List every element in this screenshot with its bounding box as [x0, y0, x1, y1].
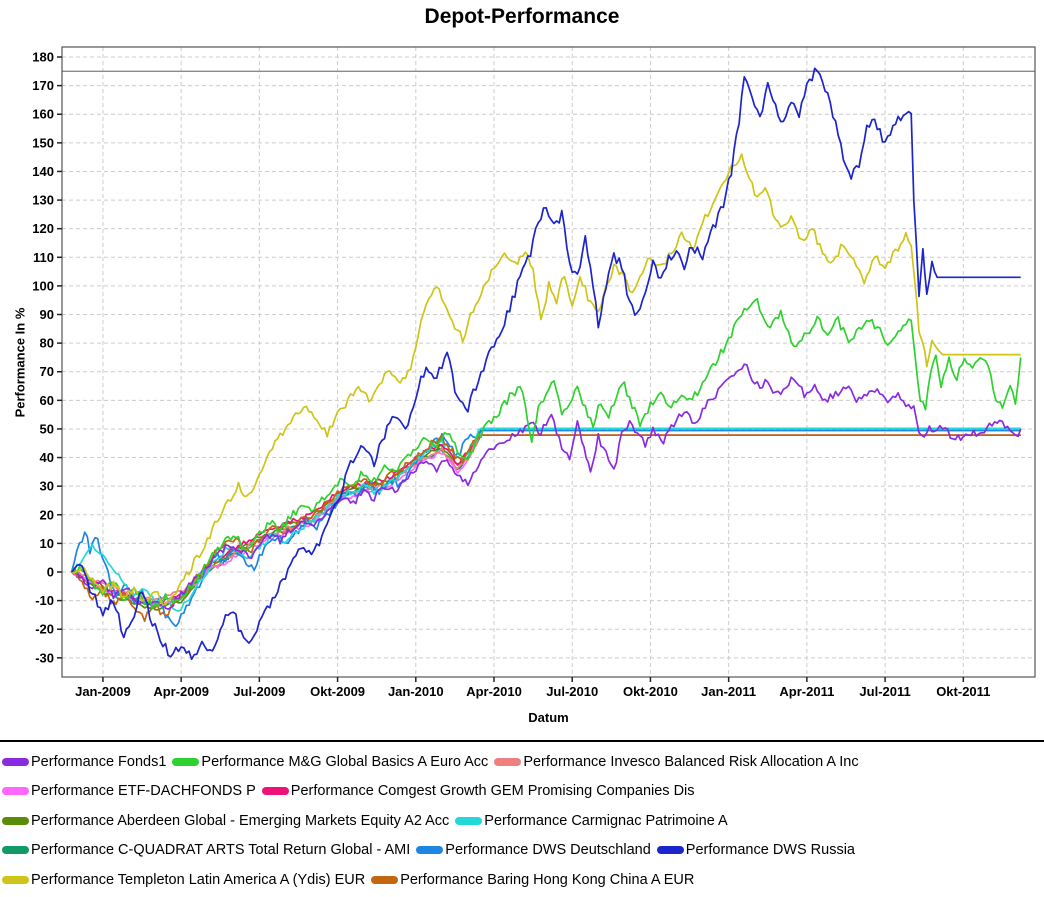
legend-item: Performance Templeton Latin America A (Y… — [2, 872, 365, 888]
legend-item-label: Performance ETF-DACHFONDS P — [31, 783, 256, 800]
y-tick-label: 110 — [33, 250, 54, 265]
legend-color-swatch — [172, 757, 200, 766]
legend-row: Performance ETF-DACHFONDS P Performance C… — [2, 777, 1044, 807]
x-tick-label: Jul-2011 — [859, 684, 910, 699]
y-tick-label: 0 — [47, 565, 54, 580]
legend-row: Performance Aberdeen Global - Emerging M… — [2, 806, 1044, 836]
legend-row: Performance C-QUADRAT ARTS Total Return … — [2, 836, 1044, 866]
y-tick-label: 10 — [40, 536, 54, 551]
y-tick-label: 130 — [32, 193, 54, 208]
x-tick-label: Jul-2009 — [233, 684, 285, 699]
y-tick-label: 60 — [40, 393, 54, 408]
legend-color-swatch — [416, 846, 444, 855]
legend-color-swatch — [455, 816, 483, 825]
legend-item: Performance C-QUADRAT ARTS Total Return … — [2, 842, 410, 858]
y-tick-label: -10 — [35, 593, 54, 608]
legend-color-swatch — [2, 846, 29, 855]
axis-ticks — [57, 56, 965, 682]
legend-item-label: Performance Templeton Latin America A (Y… — [31, 871, 366, 888]
gridlines — [62, 47, 1035, 677]
series-line-10 — [70, 297, 1022, 610]
y-tick-label: 90 — [40, 307, 54, 322]
x-tick-label: Apr-2009 — [153, 684, 209, 699]
y-tick-label: 120 — [32, 221, 54, 236]
legend-item-label: Performance C-QUADRAT ARTS Total Return … — [31, 842, 411, 859]
legend-row: Performance Templeton Latin America A (Y… — [2, 865, 1044, 895]
legend-item: Performance M&G Global Basics A Euro Acc — [172, 754, 488, 770]
y-tick-label: -20 — [35, 622, 54, 637]
legend-item-label: Performance DWS Russia — [685, 842, 855, 859]
legend-color-swatch — [261, 787, 289, 796]
legend-item: Performance Aberdeen Global - Emerging M… — [2, 813, 449, 829]
legend-color-swatch — [371, 875, 399, 884]
series-line-11 — [71, 153, 1021, 606]
legend-item: Performance Carmignac Patrimoine A — [455, 812, 728, 829]
x-tick-label: Okt-2009 — [310, 684, 365, 699]
legend-color-swatch — [494, 757, 522, 766]
legend-item-label: Performance DWS Deutschland — [445, 842, 651, 859]
y-tick-label: 40 — [40, 450, 54, 465]
performance-line-chart: 1801701601501401301201101009080706050403… — [32, 46, 1036, 699]
legend-row: Performance Fonds1 Performance M&G Global… — [2, 747, 1044, 777]
y-axis-label: Performance In % — [12, 307, 28, 418]
x-tick-label: Jan-2009 — [75, 684, 131, 699]
legend-item-label: Performance Baring Hong Kong China A EUR — [400, 871, 695, 888]
legend-color-swatch — [2, 875, 29, 884]
y-tick-label: 140 — [32, 164, 54, 179]
y-tick-label: 100 — [32, 278, 54, 293]
legend-item-label: Performance Aberdeen Global - Emerging M… — [31, 812, 450, 829]
series-line-6 — [70, 429, 1021, 628]
y-tick-label: 180 — [32, 50, 54, 65]
chart-legend: Performance Fonds1 Performance M&G Global… — [0, 740, 1044, 897]
legend-color-swatch — [2, 787, 29, 796]
x-axis-label: Datum — [528, 710, 569, 725]
x-tick-label: Jul-2010 — [546, 684, 598, 699]
legend-item: Performance DWS Deutschland — [416, 842, 651, 858]
y-tick-label: 20 — [40, 507, 54, 522]
legend-item-label: Performance Comgest Growth GEM Promising… — [290, 783, 695, 800]
legend-item: Performance Fonds1 — [2, 754, 166, 770]
x-tick-label: Apr-2010 — [466, 684, 522, 699]
y-tick-label: 160 — [32, 107, 54, 122]
axis-tick-labels: 1801701601501401301201101009080706050403… — [32, 50, 990, 699]
legend-item-label: Performance M&G Global Basics A Euro Acc — [201, 753, 489, 770]
series-line-12 — [70, 67, 1021, 661]
legend-item: Performance ETF-DACHFONDS P — [2, 783, 256, 799]
series-line-9 — [71, 363, 1022, 610]
x-tick-label: Okt-2010 — [623, 684, 678, 699]
legend-item-label: Performance Fonds1 — [31, 753, 167, 770]
legend-item: Performance Comgest Growth GEM Promising… — [261, 783, 695, 800]
y-tick-label: 30 — [40, 479, 54, 494]
y-tick-label: 50 — [40, 421, 54, 436]
plot-border — [61, 46, 1036, 678]
series-line-8 — [71, 434, 1021, 623]
legend-item-label: Performance Invesco Balanced Risk Alloca… — [523, 753, 859, 770]
x-tick-label: Okt-2011 — [936, 684, 990, 699]
y-tick-label: 170 — [32, 78, 54, 93]
x-tick-label: Jan-2011 — [701, 684, 756, 699]
y-tick-label: 70 — [40, 364, 54, 379]
legend-color-swatch — [2, 816, 29, 825]
x-tick-label: Apr-2011 — [779, 684, 834, 699]
y-tick-label: -30 — [35, 650, 54, 665]
legend-item: Performance Baring Hong Kong China A EUR — [371, 872, 694, 888]
legend-item: Performance Invesco Balanced Risk Alloca… — [494, 753, 859, 770]
chart-title: Depot-Performance — [424, 5, 620, 28]
legend-item-label: Performance Carmignac Patrimoine A — [484, 812, 728, 829]
legend-color-swatch — [2, 757, 29, 766]
series-lines — [70, 67, 1022, 661]
legend-item: Performance DWS Russia — [656, 842, 855, 859]
y-tick-label: 80 — [40, 336, 54, 351]
y-tick-label: 150 — [32, 135, 54, 150]
legend-color-swatch — [656, 846, 684, 855]
x-tick-label: Jan-2010 — [388, 684, 444, 699]
